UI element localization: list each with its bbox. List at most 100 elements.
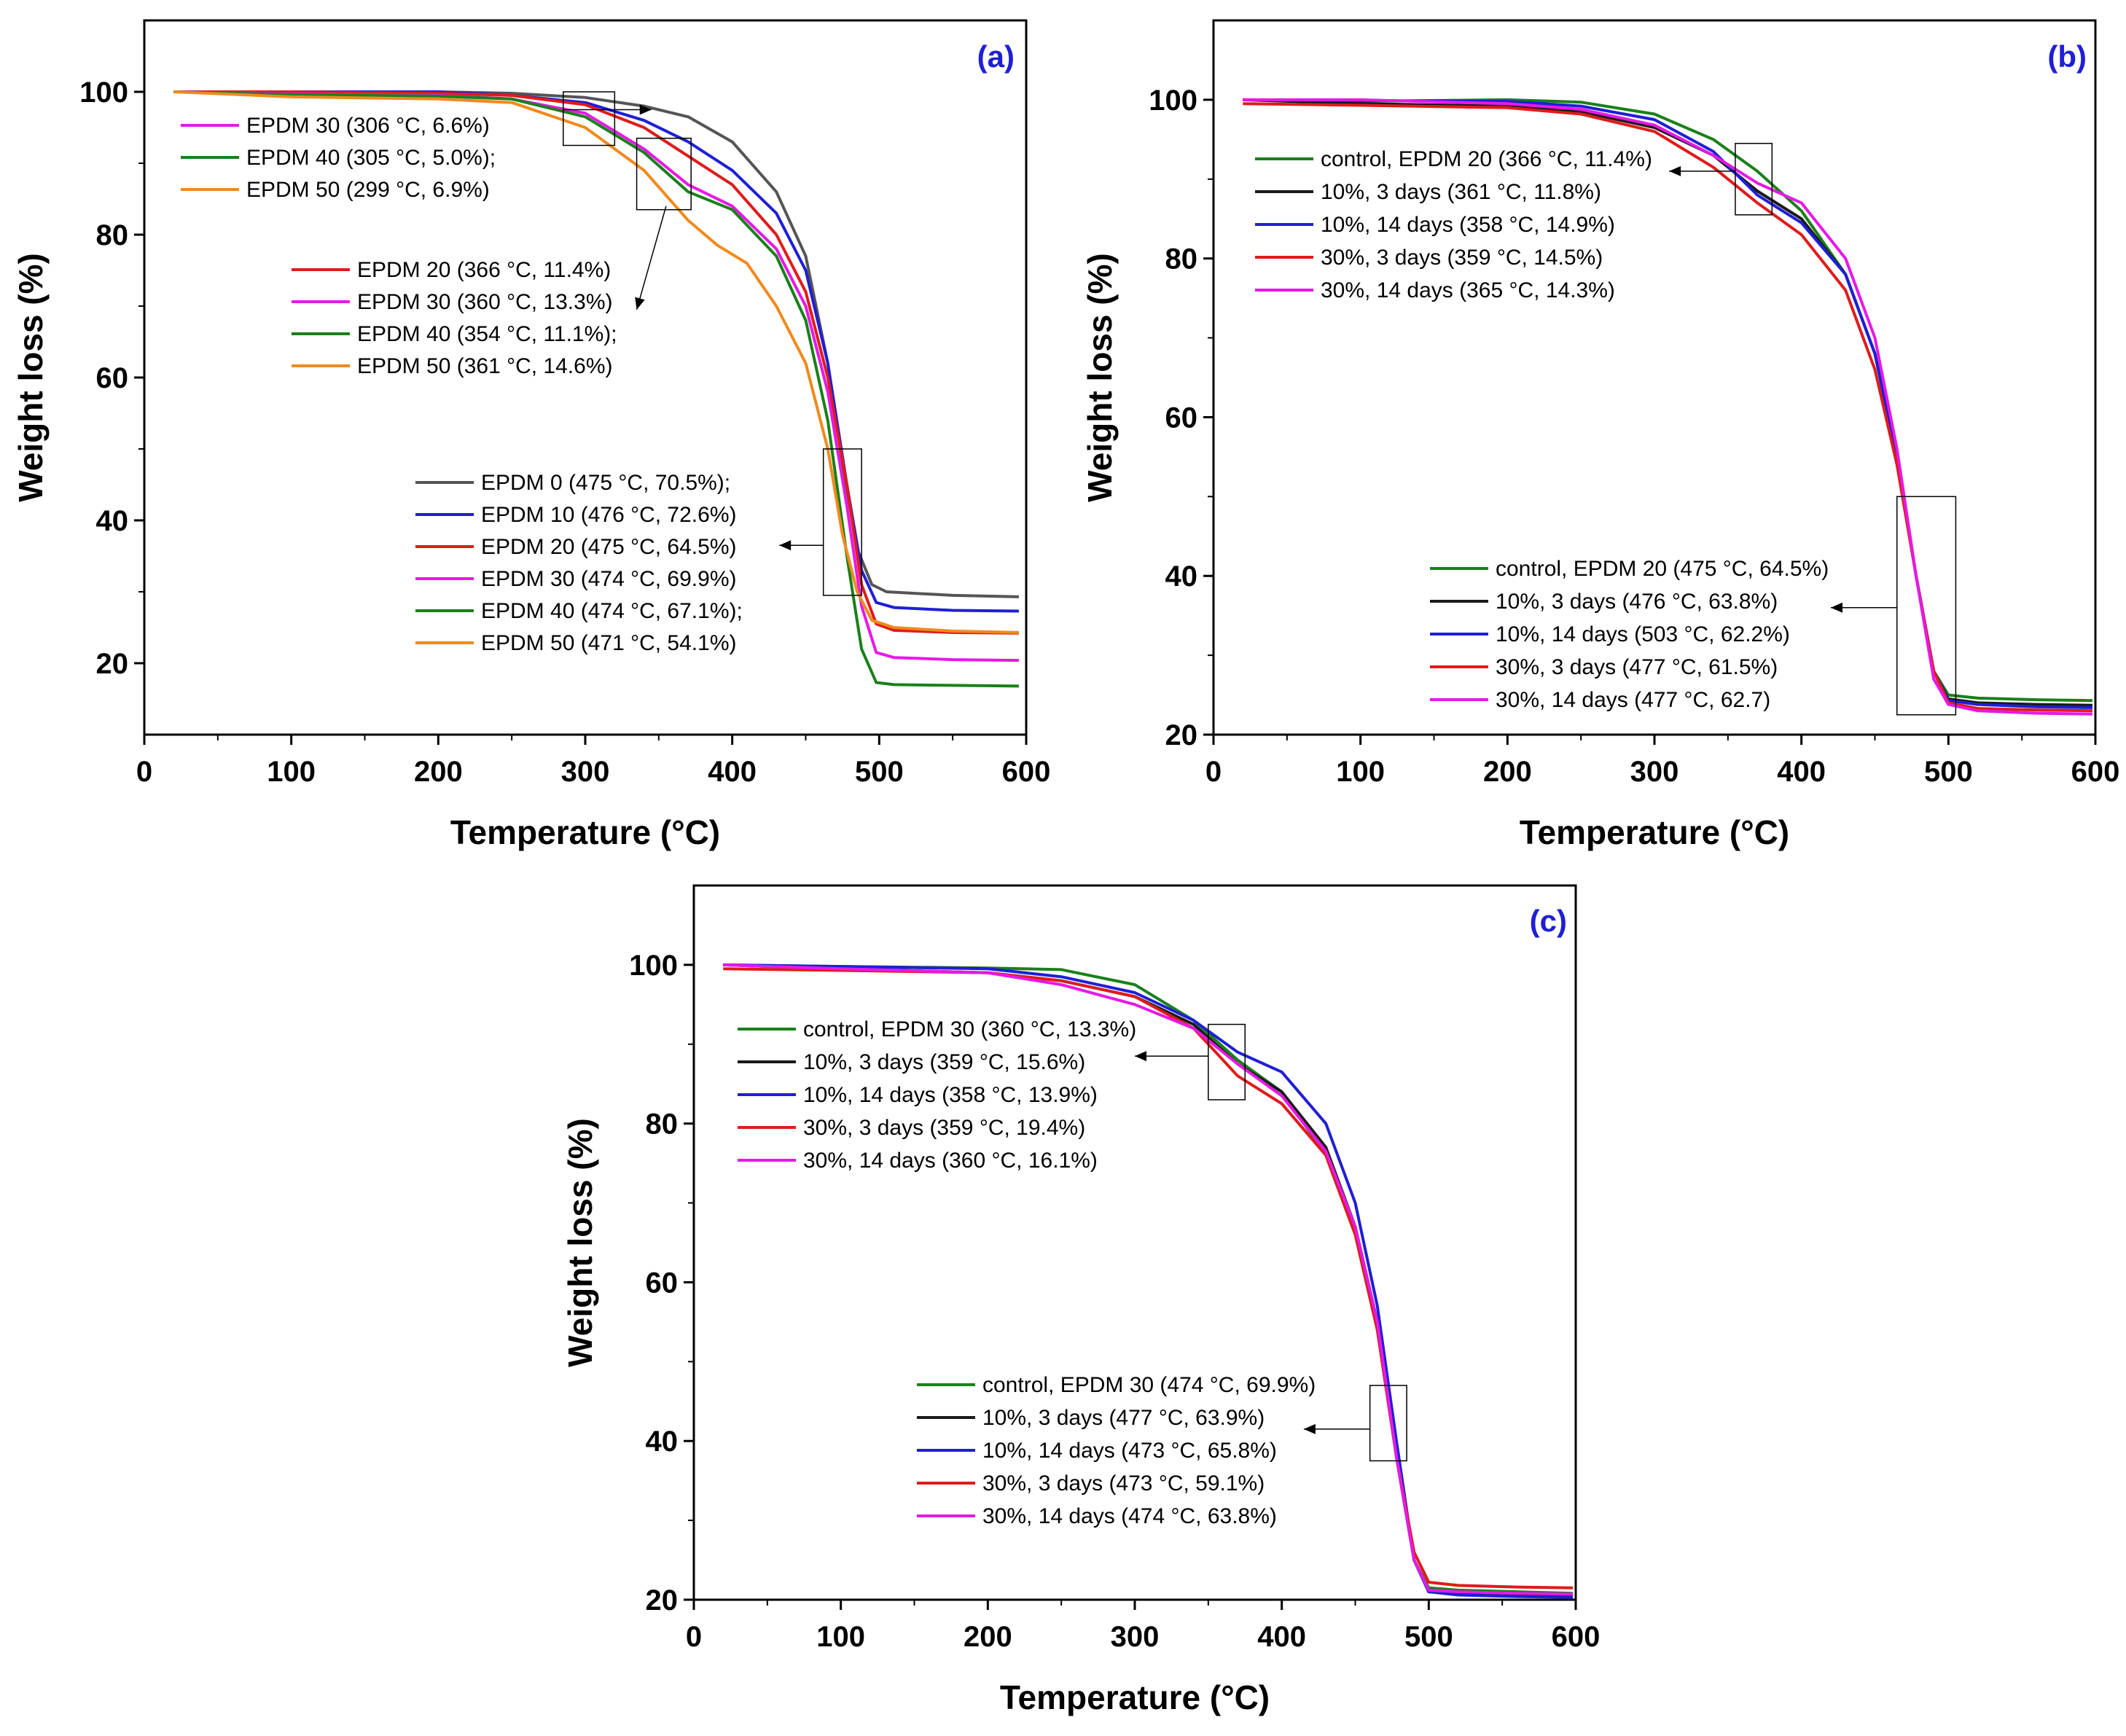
legend-label: 30%, 14 days (365 °C, 14.3%): [1321, 278, 1615, 302]
annotation-arrow-head: [1831, 602, 1842, 613]
x-tick-label: 200: [1483, 756, 1532, 788]
y-axis-title: Weight loss (%): [1081, 253, 1119, 502]
legend-label: 30%, 3 days (359 °C, 14.5%): [1321, 246, 1603, 270]
legend-label: EPDM 20 (366 °C, 11.4%): [357, 258, 611, 282]
y-tick-label: 80: [1165, 243, 1198, 275]
legend-label: EPDM 50 (361 °C, 14.6%): [357, 354, 612, 378]
x-axis-title: Temperature (°C): [1520, 813, 1789, 851]
legend-label: EPDM 20 (475 °C, 64.5%): [481, 535, 736, 559]
annotation-arrow-head: [779, 540, 792, 551]
legend-label: control, EPDM 30 (360 °C, 13.3%): [803, 1017, 1136, 1041]
x-tick-label: 500: [1924, 756, 1973, 788]
legend-label: 10%, 14 days (503 °C, 62.2%): [1496, 622, 1790, 646]
legend-label: control, EPDM 20 (475 °C, 64.5%): [1496, 557, 1829, 581]
y-tick-label: 100: [79, 77, 128, 109]
x-tick-label: 200: [414, 756, 463, 788]
legend-1: control, EPDM 20 (366 °C, 11.4%) 10%, 3 d…: [1255, 147, 1652, 302]
x-tick-label: 0: [686, 1621, 702, 1653]
legend-label: EPDM 0 (475 °C, 70.5%);: [481, 471, 730, 495]
chart-panel-2: 0 100 200 300 400 500 600 20 40 60 80 100 Temperatur…: [1081, 19, 2120, 851]
x-tick-label: 600: [1002, 756, 1051, 788]
y-tick-label: 60: [96, 362, 129, 394]
series-line-30-14-days: [723, 963, 1574, 1596]
y-tick-label: 40: [1165, 560, 1198, 593]
x-tick-label: 100: [816, 1621, 865, 1653]
legend-label: EPDM 30 (306 °C, 6.6%): [246, 114, 490, 138]
panel-label: (c): [1530, 904, 1567, 938]
zoom-box: [1735, 143, 1773, 216]
legend-label: control, EPDM 20 (366 °C, 11.4%): [1321, 147, 1652, 171]
legend-label: 10%, 14 days (358 °C, 13.9%): [803, 1083, 1098, 1107]
series-line-10-14-days: [723, 963, 1574, 1599]
legend-label: EPDM 40 (354 °C, 11.1%);: [357, 322, 617, 346]
y-tick-label: 100: [1149, 85, 1197, 117]
x-tick-label: 400: [1257, 1621, 1306, 1653]
legend-label: EPDM 30 (474 °C, 69.9%): [481, 567, 736, 591]
x-tick-label: 500: [855, 756, 904, 788]
legend-label: EPDM 30 (360 °C, 13.3%): [357, 290, 612, 314]
x-tick-label: 600: [1552, 1621, 1601, 1653]
legend-label: 30%, 14 days (360 °C, 16.1%): [803, 1149, 1098, 1173]
series-line-epdm-20: [173, 90, 1019, 635]
legend-label: EPDM 50 (299 °C, 6.9%): [246, 178, 490, 202]
annotation-arrow-head: [639, 104, 652, 115]
x-tick-label: 100: [267, 756, 316, 788]
x-tick-label: 300: [1630, 756, 1679, 788]
legend-label: EPDM 50 (471 °C, 54.1%): [481, 631, 736, 655]
series-line-30-3-days: [1243, 102, 2093, 713]
legend-label: EPDM 10 (476 °C, 72.6%): [481, 503, 736, 527]
x-tick-label: 400: [708, 756, 757, 788]
y-tick-label: 80: [96, 219, 129, 251]
x-axis-title: Temperature (°C): [450, 813, 720, 851]
annotation-arrow-head: [635, 297, 645, 310]
y-axis-title: Weight loss (%): [561, 1118, 599, 1367]
x-tick-label: 100: [1336, 756, 1385, 788]
legend-label: 30%, 14 days (477 °C, 62.7): [1496, 688, 1770, 712]
y-tick-label: 40: [96, 505, 129, 537]
y-tick-label: 100: [629, 950, 678, 982]
panel-label: (a): [977, 39, 1015, 74]
legend-label: control, EPDM 30 (474 °C, 69.9%): [982, 1373, 1316, 1397]
legend-2: control, EPDM 20 (475 °C, 64.5%) 10%, 3 d…: [1430, 557, 1829, 712]
legend-2: EPDM 20 (366 °C, 11.4%) EPDM 30 (360 °C, …: [292, 258, 617, 378]
legend-label: 10%, 3 days (476 °C, 63.8%): [1496, 590, 1778, 614]
x-tick-label: 200: [964, 1621, 1012, 1653]
zoom-box: [1369, 1385, 1407, 1462]
legend-1: EPDM 30 (306 °C, 6.6%) EPDM 40 (305 °C, 5…: [181, 114, 496, 202]
y-axis-title: Weight loss (%): [12, 253, 50, 502]
annotation-arrow-head: [1669, 165, 1681, 176]
zoom-box: [1896, 496, 1957, 716]
legend-label: 10%, 14 days (358 °C, 14.9%): [1321, 213, 1615, 237]
chart-panel-1: 0 100 200 300 400 500 600 20 40 60 80 100 Temperatur…: [12, 19, 1051, 851]
series-line-epdm-50: [173, 90, 1019, 634]
zoom-box: [636, 137, 692, 211]
legend-label: 30%, 14 days (474 °C, 63.8%): [982, 1504, 1277, 1528]
annotation-arrow-head: [1135, 1051, 1146, 1062]
legend-label: 10%, 3 days (361 °C, 11.8%): [1321, 180, 1601, 204]
series-line-30-14-days: [1243, 98, 2093, 716]
legend-label: 10%, 3 days (359 °C, 15.6%): [803, 1050, 1085, 1074]
legend-label: EPDM 40 (305 °C, 5.0%);: [246, 146, 496, 170]
legend-label: 30%, 3 days (473 °C, 59.1%): [982, 1471, 1265, 1495]
x-tick-label: 600: [2071, 756, 2120, 788]
legend-label: 30%, 3 days (359 °C, 19.4%): [803, 1116, 1085, 1140]
y-tick-label: 20: [646, 1584, 679, 1616]
x-tick-label: 300: [1111, 1621, 1160, 1653]
legend-label: 10%, 14 days (473 °C, 65.8%): [982, 1439, 1277, 1463]
zoom-box: [822, 448, 862, 596]
panel-label: (b): [2047, 39, 2087, 74]
legend-2: control, EPDM 30 (474 °C, 69.9%) 10%, 3 d…: [917, 1373, 1316, 1528]
x-tick-label: 0: [136, 756, 152, 788]
x-tick-label: 500: [1404, 1621, 1453, 1653]
zoom-box: [563, 91, 616, 146]
y-tick-label: 20: [1165, 719, 1198, 751]
legend-label: 30%, 3 days (477 °C, 61.5%): [1496, 655, 1778, 679]
y-tick-label: 60: [646, 1267, 679, 1299]
annotation-arrow-line: [636, 206, 667, 310]
series-line-epdm-40: [173, 90, 1019, 688]
zoom-box: [1208, 1023, 1246, 1100]
legend-3: EPDM 0 (475 °C, 70.5%); EPDM 10 (476 °C, …: [415, 471, 743, 655]
y-tick-label: 20: [96, 648, 129, 680]
y-tick-label: 40: [646, 1426, 679, 1458]
